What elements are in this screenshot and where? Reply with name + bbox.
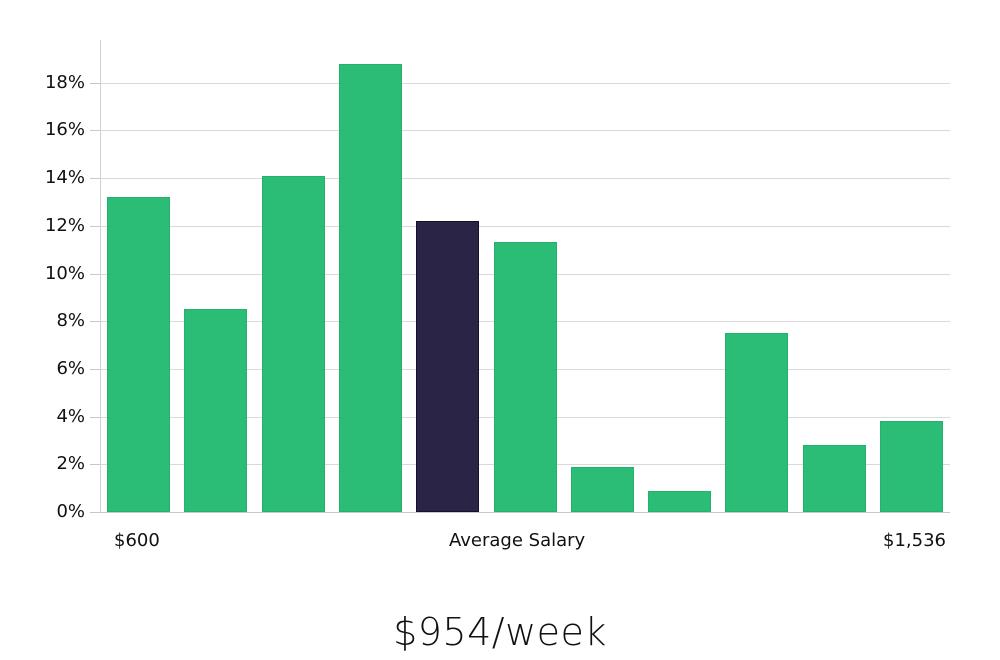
y-tick-label: 4% xyxy=(56,406,85,427)
histogram-bar xyxy=(107,197,170,512)
y-tick-mark xyxy=(90,274,100,275)
x-axis-min-label: $600 xyxy=(114,530,160,551)
histogram-bar xyxy=(803,445,866,512)
y-tick-mark xyxy=(90,464,100,465)
gridline xyxy=(100,226,950,227)
y-tick-mark xyxy=(90,83,100,84)
y-tick-label: 2% xyxy=(56,453,85,474)
y-tick-label: 18% xyxy=(44,72,85,93)
y-tick-label: 14% xyxy=(44,167,85,188)
histogram-bar xyxy=(725,333,788,512)
y-tick-mark xyxy=(90,369,100,370)
histogram-bar xyxy=(184,309,247,512)
salary-histogram: 0% 2% 4% 6% 8% 10% 12% 14% 16% 18% xyxy=(44,40,950,522)
y-axis-line xyxy=(100,40,101,512)
y-tick-label: 16% xyxy=(44,119,85,140)
y-tick-label: 12% xyxy=(44,215,85,236)
y-tick-mark xyxy=(90,178,100,179)
y-tick-mark xyxy=(90,321,100,322)
y-tick-label: 10% xyxy=(44,263,85,284)
y-tick-label: 6% xyxy=(56,358,85,379)
gridline xyxy=(100,130,950,131)
y-tick-label: 0% xyxy=(56,501,85,522)
y-tick-mark xyxy=(90,512,100,513)
histogram-bar xyxy=(494,242,557,512)
histogram-bar xyxy=(880,421,943,512)
y-tick-label: 8% xyxy=(56,310,85,331)
histogram-bar xyxy=(648,491,711,512)
gridline xyxy=(100,178,950,179)
gridline xyxy=(100,83,950,84)
x-axis-line xyxy=(100,512,950,513)
x-axis-title: Average Salary xyxy=(449,530,586,551)
histogram-bar xyxy=(262,176,325,512)
y-tick-mark xyxy=(90,417,100,418)
y-tick-mark xyxy=(90,130,100,131)
y-tick-mark xyxy=(90,226,100,227)
x-axis-max-label: $1,536 xyxy=(883,530,946,551)
average-salary-headline: $954/week xyxy=(393,610,607,654)
histogram-bar xyxy=(339,64,402,512)
histogram-bar xyxy=(571,467,634,512)
highlighted-bar xyxy=(416,221,479,512)
